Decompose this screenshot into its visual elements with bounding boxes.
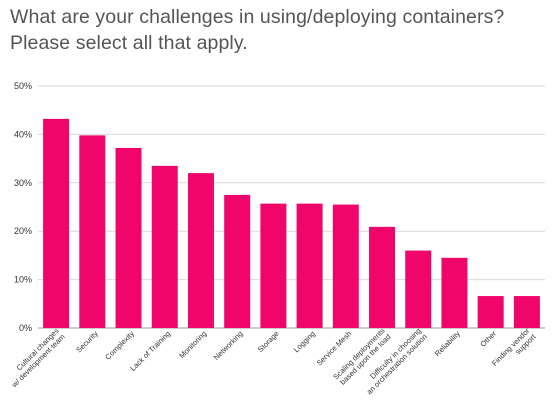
bars <box>43 118 540 328</box>
x-tick-label: Other <box>478 329 498 349</box>
bar <box>43 118 70 328</box>
y-tick-label: 10% <box>14 275 32 285</box>
bar <box>224 194 251 328</box>
x-tick-label: Logging <box>292 329 317 354</box>
x-tick-label: Networking <box>212 329 245 362</box>
bar <box>477 296 504 328</box>
x-tick-label: Complexity <box>103 329 136 362</box>
x-tick-label: Finding vendorsupport <box>490 326 538 374</box>
x-tick-label: Security <box>74 329 100 355</box>
bar <box>115 147 142 328</box>
y-tick-label: 30% <box>14 178 32 188</box>
bar <box>79 135 106 328</box>
bar <box>187 173 214 328</box>
y-tick-label: 40% <box>14 129 32 139</box>
x-axis-labels: Cultural changesw/ development team Secur… <box>3 326 538 397</box>
gridlines <box>38 85 545 329</box>
y-tick-label: 50% <box>14 81 32 91</box>
chart-title-line-2: Please select all that apply. <box>10 32 248 54</box>
chart-title: What are your challenges in using/deploy… <box>10 4 550 56</box>
bar <box>405 250 432 328</box>
y-tick-label: 0% <box>19 323 32 333</box>
bar <box>513 296 540 328</box>
x-tick-label: Cultural changesw/ development team <box>3 326 67 390</box>
x-tick-label: Reliability <box>433 329 462 358</box>
bar <box>441 257 468 328</box>
bar <box>332 204 359 328</box>
x-tick-label: Monitoring <box>177 329 208 360</box>
y-tick-label: 20% <box>14 226 32 236</box>
x-tick-label: Storage <box>256 329 281 354</box>
bar <box>151 165 178 328</box>
bar <box>369 226 396 328</box>
y-axis-ticks: 0% 10% 20% 30% 40% 50% <box>14 81 32 333</box>
bar <box>260 203 287 328</box>
chart-title-line-1: What are your challenges in using/deploy… <box>10 6 505 28</box>
bar <box>296 203 323 328</box>
